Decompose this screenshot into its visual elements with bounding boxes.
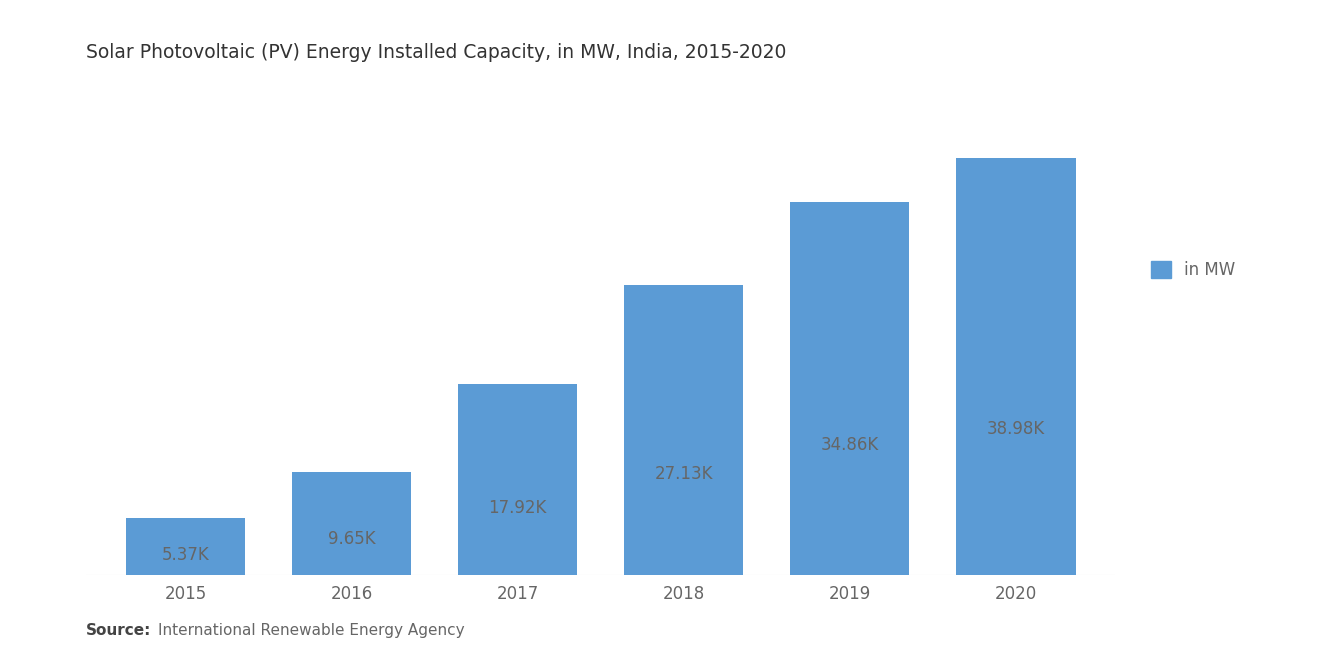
Text: 17.92K: 17.92K [488, 499, 546, 517]
Text: 38.98K: 38.98K [986, 420, 1045, 438]
Bar [956, 158, 1076, 575]
Text: 5.37K: 5.37K [161, 546, 210, 564]
Bar [458, 384, 577, 575]
Text: International Renewable Energy Agency: International Renewable Energy Agency [158, 623, 465, 638]
Legend: in MW: in MW [1144, 255, 1242, 286]
Bar [789, 202, 909, 575]
Text: 34.86K: 34.86K [821, 436, 879, 454]
Bar [292, 472, 412, 575]
Text: 27.13K: 27.13K [655, 465, 713, 483]
Bar [125, 518, 246, 575]
Bar [624, 285, 743, 575]
Text: Source:: Source: [86, 623, 152, 638]
Text: 9.65K: 9.65K [327, 530, 375, 548]
Text: Solar Photovoltaic (PV) Energy Installed Capacity, in MW, India, 2015-2020: Solar Photovoltaic (PV) Energy Installed… [86, 43, 787, 62]
